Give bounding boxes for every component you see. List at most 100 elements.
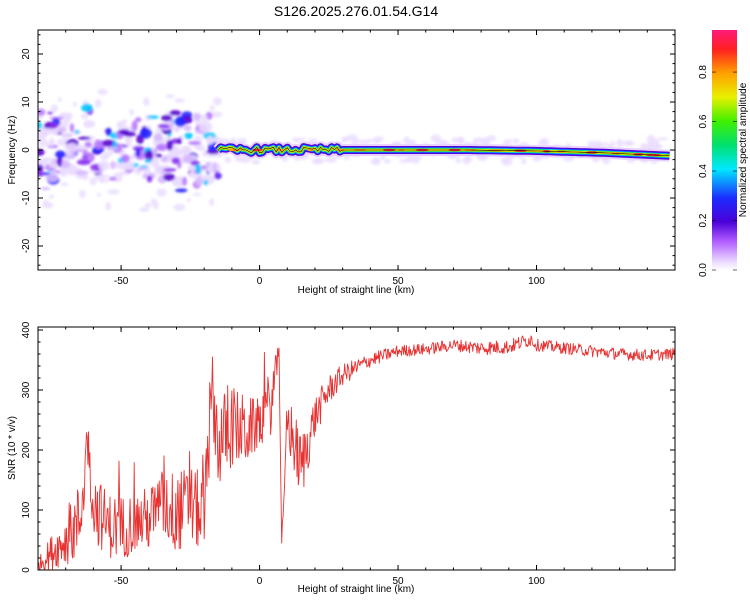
figure-title: S126.2025.276.01.54.G14 <box>274 3 438 19</box>
heatmap-speckle <box>653 143 662 150</box>
heatmap-blob <box>122 119 128 124</box>
y-tick-label: 0 <box>21 147 32 153</box>
snr-y-axis-label: SNR (10 * v/v) <box>7 416 18 480</box>
heatmap-blob <box>176 137 182 145</box>
heatmap-speckle <box>150 198 157 205</box>
heatmap-blob <box>175 188 188 193</box>
heatmap-blob <box>212 162 217 173</box>
x-tick-label: 100 <box>528 276 545 287</box>
heatmap-blob <box>48 163 59 168</box>
heatmap-speckle <box>210 111 223 118</box>
heatmap-blob <box>108 176 117 181</box>
heatmap-blob <box>166 139 174 151</box>
heatmap-blob <box>169 118 174 129</box>
colorbar-tick-label: 0.2 <box>698 213 709 227</box>
heatmap-speckle <box>521 158 527 165</box>
heatmap-blob <box>139 128 152 139</box>
heatmap-blob <box>201 114 208 124</box>
heatmap-blob <box>38 164 44 173</box>
heatmap-blob <box>180 145 193 156</box>
heatmap-speckle <box>622 140 635 146</box>
colorbar-tick-label: 0.8 <box>698 65 709 79</box>
heatmap-blob <box>135 117 142 123</box>
heatmap-blob <box>195 163 201 172</box>
colorbar: 0.0 0.2 0.4 0.6 0.8 Normalized spectral ampl… <box>698 30 749 277</box>
heatmap-blob <box>174 116 186 128</box>
heatmap-blob <box>160 157 168 163</box>
snr-x-axis-label: Height of straight line (km) <box>298 584 415 595</box>
heatmap-blob <box>171 157 181 165</box>
heatmap-blob <box>153 133 163 142</box>
heatmap-speckle <box>212 97 223 106</box>
heatmap-blob <box>38 170 44 177</box>
heatmap-speckle <box>642 143 653 151</box>
heatmap-blob <box>56 157 62 168</box>
heatmap-blob <box>81 103 93 113</box>
heatmap-speckle <box>501 141 513 145</box>
spectrogram-y-axis-label: Frequency (Hz) <box>7 116 18 185</box>
heatmap-speckle <box>94 98 102 108</box>
heatmap-blob <box>195 145 206 151</box>
colorbar-ticks: 0.0 0.2 0.4 0.6 0.8 <box>698 65 737 277</box>
heatmap-blob <box>42 157 54 163</box>
heatmap-blob <box>105 147 119 151</box>
heatmap-blob <box>76 159 91 166</box>
heatmap-speckle <box>144 202 153 208</box>
snr-panel: -50 0 50 100 0 100 200 300 400 Height of straigh… <box>7 321 676 595</box>
heatmap-blob <box>135 148 141 158</box>
x-tick-label: 50 <box>392 276 404 287</box>
y-tick-label: 200 <box>21 441 32 458</box>
heatmap-blob <box>155 169 162 174</box>
heatmap-blob <box>203 179 209 186</box>
heatmap-speckle <box>486 135 497 142</box>
heatmap-blob <box>188 140 202 146</box>
heatmap-speckle <box>369 160 381 164</box>
heatmap-speckle <box>192 192 202 196</box>
colorbar-gradient <box>712 30 737 270</box>
heatmap-speckle <box>451 137 461 143</box>
heatmap-blob <box>60 182 69 186</box>
heatmap-blob <box>98 160 110 171</box>
heatmap-speckle <box>540 137 550 147</box>
heatmap-blob <box>75 144 87 151</box>
heatmap-speckle <box>325 157 337 163</box>
heatmap-blob <box>83 120 96 128</box>
heatmap-blob <box>115 161 123 169</box>
heatmap-blob <box>198 121 213 133</box>
snr-series-line <box>38 335 675 570</box>
heatmap-speckle <box>165 94 175 99</box>
heatmap-blob <box>57 127 67 133</box>
x-tick-label: -50 <box>114 276 129 287</box>
heatmap-speckle <box>399 159 411 163</box>
heatmap-speckle <box>129 108 135 116</box>
heatmap-speckle <box>105 201 111 211</box>
colorbar-label: Normalized spectral amplitude <box>738 82 749 217</box>
x-tick-label: 0 <box>257 276 263 287</box>
spectrogram-x-axis-label: Height of straight line (km) <box>298 285 415 296</box>
y-tick-label: -20 <box>21 238 32 253</box>
heatmap-blob <box>187 173 199 178</box>
y-tick-label: 300 <box>21 381 32 398</box>
heatmap-blob <box>74 129 80 134</box>
x-tick-label: -50 <box>114 576 129 587</box>
colorbar-tick-label: 0.6 <box>698 114 709 128</box>
heatmap-blob <box>67 166 77 176</box>
heatmap-blob <box>121 154 130 163</box>
heatmap-blob <box>95 174 106 181</box>
heatmap-blob <box>171 176 186 188</box>
heatmap-speckle <box>593 140 603 149</box>
heatmap-blob <box>38 127 50 137</box>
heatmap-blob <box>144 150 154 161</box>
heatmap-blob <box>49 128 60 135</box>
heatmap-blob <box>116 120 125 129</box>
heatmap-blob <box>193 112 201 121</box>
heatmap-blob <box>169 110 181 116</box>
heatmap-blob <box>46 173 59 183</box>
heatmap-blob <box>64 143 78 151</box>
spectrogram-ticks: -50 0 50 100 -20 -10 0 10 20 <box>21 30 676 287</box>
heatmap-blob <box>156 143 168 152</box>
heatmap-speckle <box>512 138 520 145</box>
heatmap-blob <box>195 176 203 187</box>
heatmap-blob <box>63 134 70 139</box>
